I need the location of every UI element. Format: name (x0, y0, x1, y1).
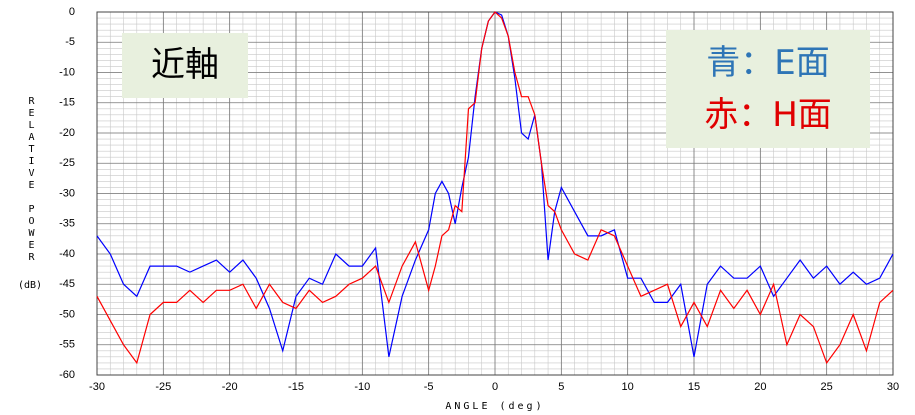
y-tick-label: -45 (59, 278, 75, 290)
y-tick-label: -55 (59, 339, 75, 351)
x-tick-label: -20 (222, 381, 238, 393)
x-tick-label: -5 (424, 381, 434, 393)
y-tick-label: -10 (59, 66, 75, 78)
legend-entry: 赤：H面 (704, 95, 832, 135)
y-tick-label: -20 (59, 127, 75, 139)
x-tick-label: 20 (754, 381, 766, 393)
x-tick-label: -15 (288, 381, 304, 393)
legend: 青：E面赤：H面 (666, 30, 870, 148)
x-tick-label: 30 (887, 381, 899, 393)
x-tick-label: -30 (89, 381, 105, 393)
y-tick-label: -5 (65, 36, 75, 48)
y-axis-unit: (dB) (18, 280, 43, 291)
x-tick-label: 10 (622, 381, 634, 393)
x-tick-label: 15 (688, 381, 700, 393)
x-tick-label: 5 (558, 381, 564, 393)
legend-entry: 青：E面 (706, 43, 830, 83)
x-tick-label: -25 (155, 381, 171, 393)
x-tick-label: -10 (354, 381, 370, 393)
y-tick-label: -50 (59, 308, 75, 320)
y-tick-label: -30 (59, 187, 75, 199)
annotation: 近軸 (122, 33, 248, 98)
y-tick-label: -35 (59, 218, 75, 230)
line-series (96, 11, 894, 365)
y-tick-label: -25 (59, 157, 75, 169)
y-tick-label: -60 (59, 369, 75, 381)
y-tick-label: -15 (59, 97, 75, 109)
x-tick-label: 0 (492, 381, 498, 393)
y-axis-label: RELATIVE POWER (26, 96, 37, 264)
y-tick-label: -40 (59, 248, 75, 260)
x-tick-label: 25 (821, 381, 833, 393)
x-axis-label: ANGLE (deg) (445, 401, 544, 412)
y-tick-label: 0 (69, 6, 75, 18)
